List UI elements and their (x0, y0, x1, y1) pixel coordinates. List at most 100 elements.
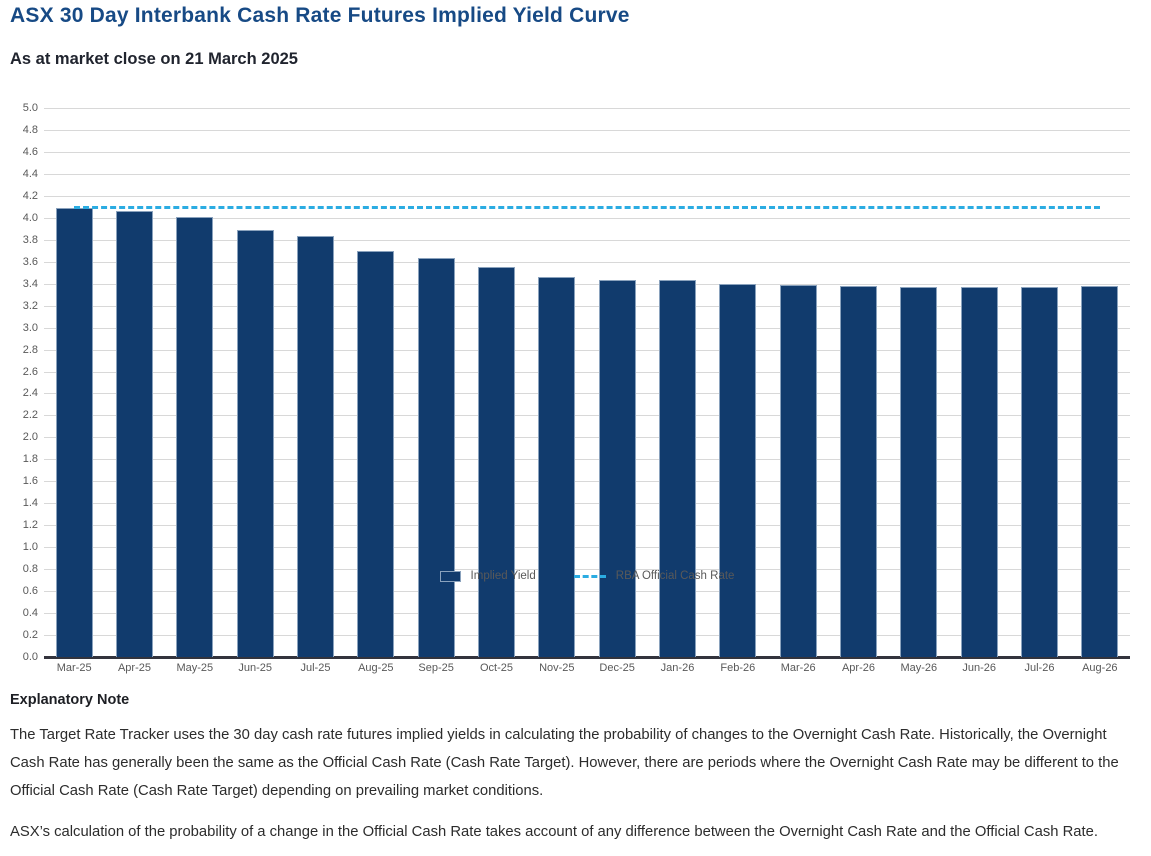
gridline (44, 195, 1130, 197)
x-axis-tick-label: Feb-26 (720, 662, 756, 674)
gridline (44, 129, 1130, 131)
gridline (44, 173, 1130, 175)
bar-jun-26[interactable] (960, 286, 998, 657)
x-axis-tick-label: May-25 (176, 662, 214, 674)
gridline (44, 415, 1130, 417)
y-axis-tick-label: 3.8 (22, 233, 38, 246)
x-axis-tick-label: Aug-26 (1082, 662, 1118, 674)
bar-mar-25[interactable] (55, 207, 93, 657)
legend-label-rba-official-cash-rate: RBA Official Cash Rate (615, 570, 735, 582)
x-axis-tick-label: Mar-25 (56, 662, 92, 674)
implied-yield-curve-chart: 5.0 4.8 4.6 4.4 4.2 4.0 3.8 3.6 3.4 3.2 3.0 2.8 2.6 2… (0, 100, 1151, 692)
y-axis-tick-label: 4.6 (22, 145, 38, 158)
gridline (44, 635, 1130, 637)
x-axis-tick-label: Jun-26 (962, 662, 996, 674)
x-axis-tick-label: Jan-26 (660, 662, 695, 674)
gridline (44, 525, 1130, 527)
gridline (44, 591, 1130, 593)
y-axis-tick-label: 5.0 (22, 102, 38, 114)
x-axis-line (44, 656, 1130, 659)
gridline (44, 327, 1130, 329)
x-axis-tick-label: Mar-26 (780, 662, 816, 674)
bar-apr-26[interactable] (840, 285, 877, 657)
y-axis-tick-label: 0.0 (22, 651, 38, 663)
bar-feb-26[interactable] (719, 283, 757, 657)
legend-label-implied-yield: Implied Yield (470, 570, 536, 582)
bar-dec-25[interactable] (598, 280, 636, 657)
bar-may-25[interactable] (176, 216, 214, 657)
gridline (44, 503, 1130, 505)
bar-may-26[interactable] (900, 286, 938, 657)
gridline (44, 349, 1130, 351)
y-axis-tick-label: 3.0 (22, 321, 38, 334)
bar-jan-26[interactable] (659, 280, 696, 657)
y-axis-tick-label: 1.6 (22, 475, 38, 488)
bar-jun-25[interactable] (236, 229, 274, 657)
y-axis-tick-label: 4.8 (22, 123, 38, 136)
y-axis-tick-label: 3.4 (22, 277, 38, 290)
x-axis-tick-label: Sep-25 (418, 662, 454, 674)
y-axis-tick-label: 4.0 (22, 211, 38, 224)
rba-cash-rate-line-swatch-icon (573, 574, 606, 578)
y-axis-tick-label: 2.8 (22, 343, 38, 356)
y-axis-tick-label: 2.2 (22, 409, 38, 422)
bar-mar-26[interactable] (779, 284, 817, 657)
gridline (44, 239, 1130, 241)
y-axis-tick-label: 2.0 (22, 431, 38, 444)
implied-yield-swatch-icon (439, 570, 461, 582)
gridline (44, 371, 1130, 373)
gridline (44, 283, 1130, 285)
gridline (44, 569, 1130, 571)
gridline (44, 393, 1130, 395)
bar-apr-25[interactable] (116, 211, 153, 657)
x-axis-tick-label: Aug-25 (358, 662, 394, 674)
x-axis-tick-label: Dec-25 (599, 662, 635, 674)
bar-aug-26[interactable] (1081, 285, 1119, 657)
y-axis-tick-label: 1.4 (22, 497, 38, 510)
gridline (44, 547, 1130, 549)
x-axis-tick-label: Nov-25 (539, 662, 575, 674)
x-axis-tick-label: Jun-25 (238, 662, 272, 674)
gridline (44, 305, 1130, 307)
explanatory-note-section: Explanatory Note The Target Rate Tracker… (10, 692, 1142, 846)
page-title: ASX 30 Day Interbank Cash Rate Futures I… (10, 4, 630, 27)
y-axis-tick-label: 1.8 (22, 453, 38, 466)
y-axis-tick-label: 1.0 (22, 541, 38, 554)
gridline (44, 108, 1130, 109)
y-axis-tick-label: 3.6 (22, 255, 38, 268)
bar-sep-25[interactable] (417, 258, 455, 657)
gridline (44, 217, 1130, 219)
gridline (44, 261, 1130, 263)
bar-oct-25[interactable] (478, 267, 515, 657)
x-axis-tick-label: May-26 (900, 662, 938, 674)
gridline (44, 437, 1130, 439)
y-axis-tick-label: 0.6 (22, 585, 38, 598)
x-axis-tick-label: Jul-26 (1024, 662, 1055, 674)
explanatory-note-paragraph-2: ASX’s calculation of the probability of … (10, 824, 1098, 840)
explanatory-note-paragraph-1: The Target Rate Tracker uses the 30 day … (10, 727, 1119, 799)
explanatory-note-heading: Explanatory Note (10, 692, 130, 708)
y-axis-tick-label: 2.6 (22, 365, 38, 378)
gridline (44, 481, 1130, 483)
x-axis-tick-label: Apr-25 (117, 662, 151, 674)
gridline (44, 151, 1130, 153)
y-axis-tick-label: 2.4 (22, 387, 38, 400)
bar-aug-25[interactable] (357, 250, 395, 657)
x-axis-tick-label: Jul-25 (300, 662, 331, 674)
chart-legend: Implied Yield RBA Official Cash Rate (44, 570, 1130, 582)
bar-jul-26[interactable] (1021, 286, 1058, 657)
y-axis-tick-label: 3.2 (22, 299, 38, 312)
y-axis-tick-label: 4.2 (22, 189, 38, 202)
rba-official-cash-rate-line[interactable] (74, 205, 1100, 209)
y-axis-tick-label: 0.8 (22, 563, 38, 576)
x-axis-tick-label: Apr-26 (841, 662, 875, 674)
bar-nov-25[interactable] (538, 277, 576, 657)
chart-subtitle: As at market close on 21 March 2025 (10, 50, 298, 68)
gridline (44, 613, 1130, 615)
x-axis-tick-label: Oct-25 (479, 662, 513, 674)
y-axis-tick-label: 4.4 (22, 167, 38, 180)
bar-jul-25[interactable] (297, 236, 334, 657)
y-axis-tick-label: 0.4 (22, 607, 38, 620)
y-axis-tick-label: 1.2 (22, 519, 38, 532)
